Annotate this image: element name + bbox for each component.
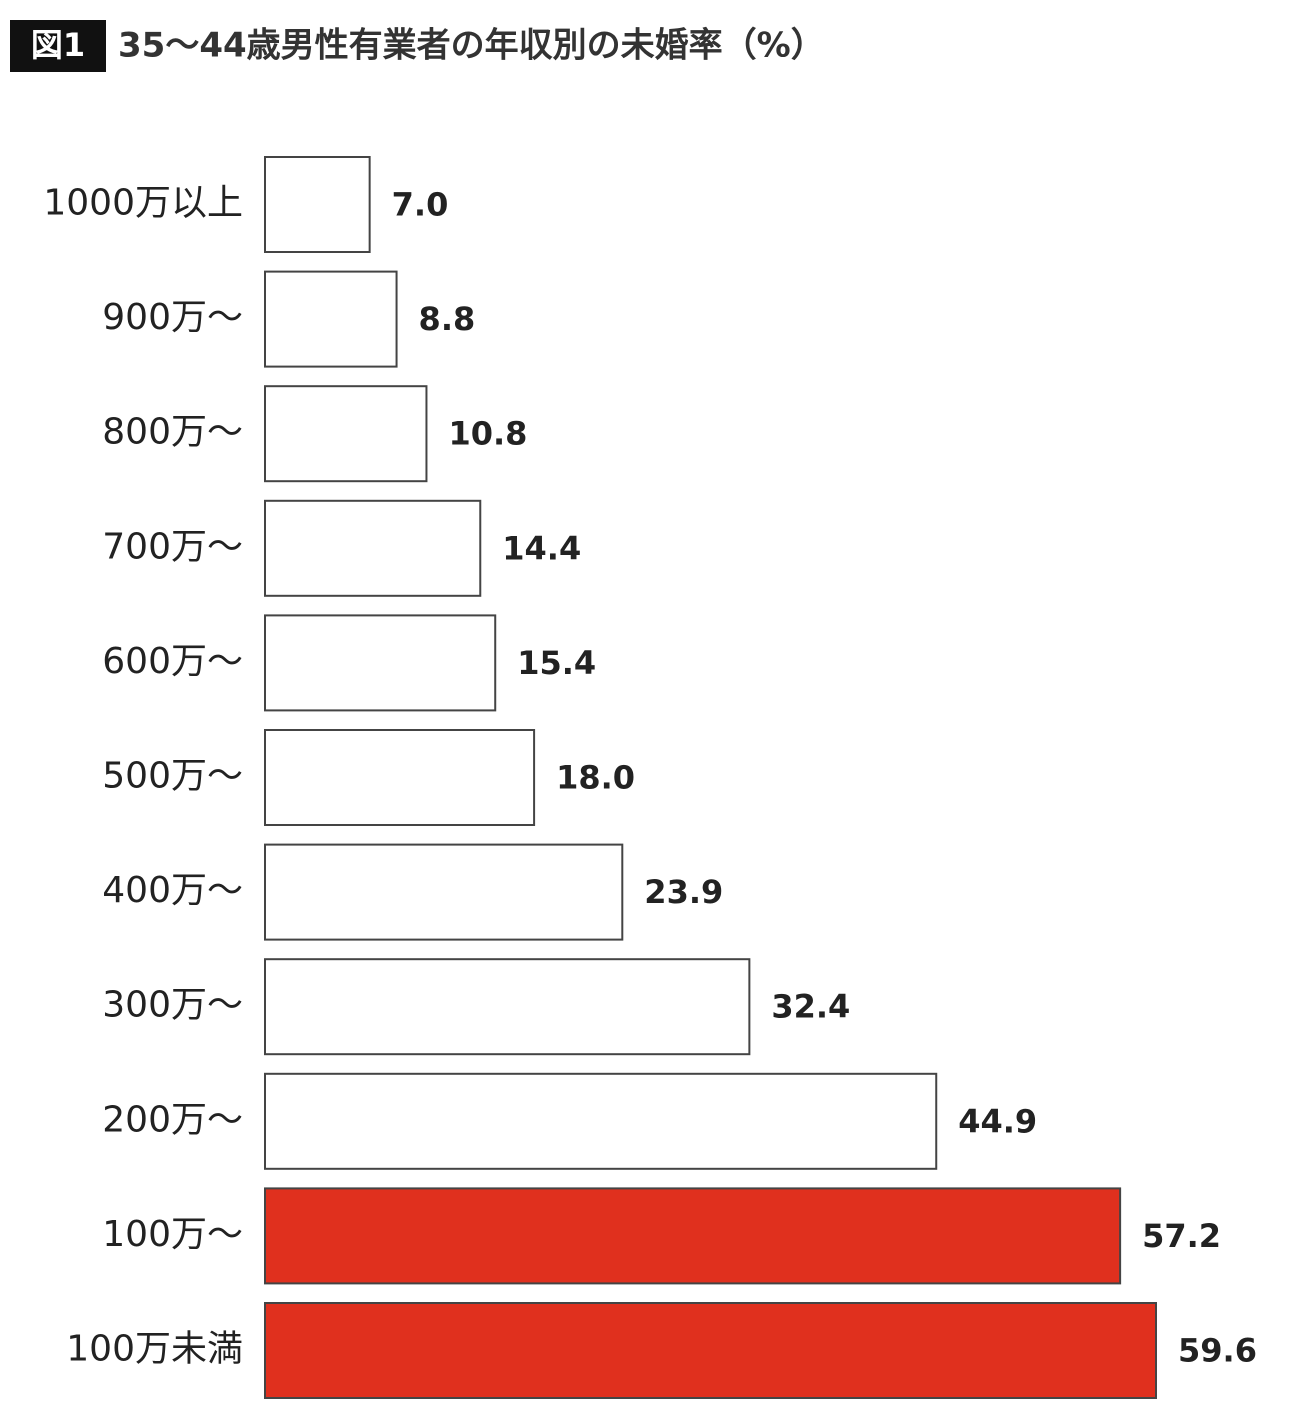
category-label: 800万〜 bbox=[102, 412, 243, 453]
bar bbox=[264, 1072, 938, 1170]
bar bbox=[264, 270, 398, 368]
value-label: 32.4 bbox=[771, 988, 850, 1026]
category-label: 400万〜 bbox=[102, 870, 243, 911]
value-label: 18.0 bbox=[556, 759, 635, 797]
category-label: 100万未満 bbox=[66, 1329, 243, 1370]
bar bbox=[264, 843, 624, 941]
bar bbox=[264, 385, 428, 483]
category-label: 200万〜 bbox=[102, 1099, 243, 1140]
category-label: 900万〜 bbox=[102, 297, 243, 338]
category-label: 100万〜 bbox=[102, 1214, 243, 1255]
bar bbox=[264, 156, 371, 253]
value-label: 14.4 bbox=[502, 529, 581, 567]
chart-title: 35〜44歳男性有業者の年収別の未婚率（%） bbox=[118, 26, 825, 66]
category-label: 500万〜 bbox=[102, 756, 243, 797]
bar bbox=[264, 729, 536, 826]
bar bbox=[264, 1187, 1122, 1285]
category-label: 600万〜 bbox=[102, 641, 243, 682]
value-label: 59.6 bbox=[1178, 1332, 1257, 1370]
value-label: 44.9 bbox=[958, 1102, 1037, 1140]
value-label: 10.8 bbox=[448, 415, 527, 453]
category-label: 1000万以上 bbox=[43, 183, 243, 224]
figure-label: 図1 bbox=[31, 26, 85, 64]
value-label: 7.0 bbox=[392, 186, 449, 224]
value-label: 8.8 bbox=[419, 300, 476, 338]
value-label: 23.9 bbox=[644, 873, 723, 911]
bar bbox=[264, 499, 482, 597]
bar bbox=[264, 1302, 1157, 1399]
bar bbox=[264, 958, 751, 1056]
figure-badge bbox=[10, 20, 106, 72]
value-label: 15.4 bbox=[517, 644, 596, 682]
category-label: 300万〜 bbox=[102, 985, 243, 1026]
value-label: 57.2 bbox=[1142, 1217, 1221, 1255]
bar bbox=[264, 614, 497, 712]
category-label: 700万〜 bbox=[102, 526, 243, 567]
